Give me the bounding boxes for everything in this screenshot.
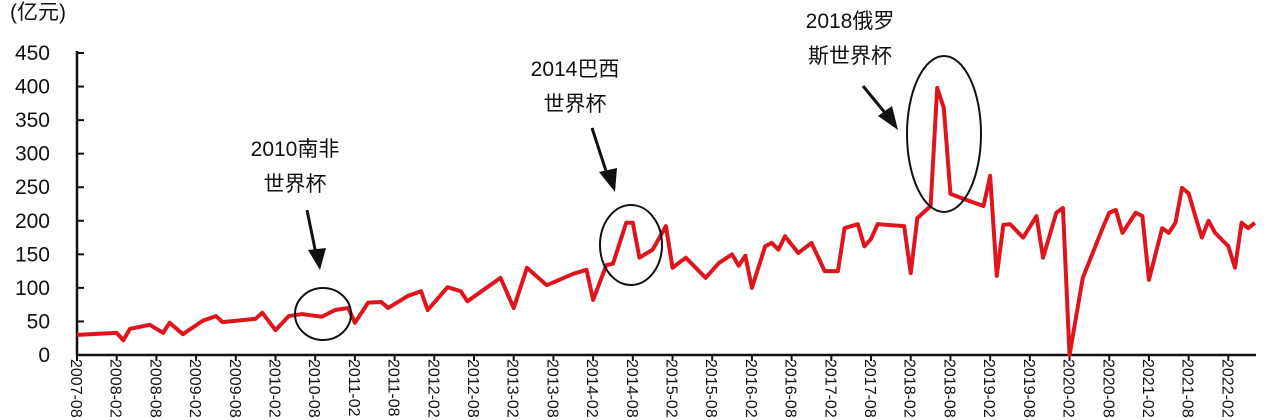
x-tick-label: 2012-02 — [424, 359, 441, 418]
x-tick-label: 2011-02 — [345, 359, 362, 417]
x-tick-label: 2012-08 — [464, 359, 481, 418]
y-tick-label: 450 — [15, 42, 50, 65]
x-tick-label: 2009-08 — [226, 359, 243, 418]
x-tick-label: 2018-02 — [901, 359, 918, 418]
x-tick-label: 2020-02 — [1060, 359, 1077, 418]
x-tick-label: 2021-08 — [1179, 359, 1196, 418]
x-tick-label: 2014-08 — [623, 359, 640, 418]
arrowhead-icon — [599, 168, 617, 192]
x-tick-label: 2010-02 — [266, 359, 283, 418]
x-tick-label: 2009-02 — [186, 359, 203, 418]
arrow-icon — [861, 85, 888, 115]
annotation-2018-line1: 2018俄罗 — [806, 10, 895, 33]
x-tick-label: 2022-02 — [1218, 359, 1235, 418]
x-tick-label: 2013-02 — [504, 359, 521, 418]
annotation-2018: 2018俄罗 斯世界杯 — [806, 10, 982, 213]
x-tick-label: 2015-02 — [663, 359, 680, 418]
highlight-circle — [906, 55, 982, 213]
annotation-2010-line2: 世界杯 — [264, 173, 327, 196]
arrowhead-icon — [308, 248, 326, 270]
arrow-icon — [305, 209, 318, 255]
x-tick-label: 2019-08 — [1020, 359, 1037, 418]
annotation-2018-line2: 斯世界杯 — [808, 45, 892, 68]
x-tick-label: 2016-02 — [742, 359, 759, 418]
y-tick-label: 300 — [15, 143, 50, 166]
highlight-circle — [599, 204, 663, 286]
annotation-2014: 2014巴西 世界杯 — [531, 58, 663, 286]
y-tick-label: 150 — [15, 243, 50, 266]
x-tick-label: 2008-08 — [146, 359, 163, 418]
y-tick-label: 100 — [15, 277, 50, 300]
arrowhead-icon — [878, 106, 898, 130]
x-tick-label: 2020-08 — [1099, 359, 1116, 418]
arrow-icon — [590, 127, 609, 175]
y-tick-label: 50 — [27, 310, 50, 333]
y-tick-label: 400 — [15, 76, 50, 99]
annotation-2014-line2: 世界杯 — [544, 93, 607, 116]
x-tick-label: 2017-08 — [861, 359, 878, 418]
highlight-circle — [294, 287, 352, 341]
x-tick-label: 2019-02 — [980, 359, 997, 418]
annotation-2010: 2010南非 世界杯 — [251, 138, 352, 341]
y-tick-label: 0 — [38, 344, 50, 367]
y-tick-label: 250 — [15, 176, 50, 199]
annotation-2014-line1: 2014巴西 — [531, 58, 620, 81]
y-tick-label: 350 — [15, 109, 50, 132]
x-tick-label: 2011-08 — [385, 359, 402, 417]
x-tick-label: 2010-08 — [305, 359, 322, 418]
x-tick-label: 2018-08 — [940, 359, 957, 418]
x-tick-label: 2021-02 — [1139, 359, 1156, 418]
x-tick-label: 2013-08 — [543, 359, 560, 418]
x-tick-label: 2017-02 — [821, 359, 838, 418]
y-tick-label: 200 — [15, 210, 50, 233]
x-tick-label: 2014-02 — [583, 359, 600, 418]
series-line — [76, 85, 1257, 357]
x-tick-label: 2015-08 — [702, 359, 719, 418]
x-tick-label: 2008-02 — [107, 359, 124, 418]
y-axis-unit-label: (亿元) — [10, 1, 66, 24]
x-tick-label: 2007-08 — [67, 359, 84, 418]
x-tick-label: 2016-08 — [782, 359, 799, 418]
annotation-2010-line1: 2010南非 — [251, 138, 340, 161]
